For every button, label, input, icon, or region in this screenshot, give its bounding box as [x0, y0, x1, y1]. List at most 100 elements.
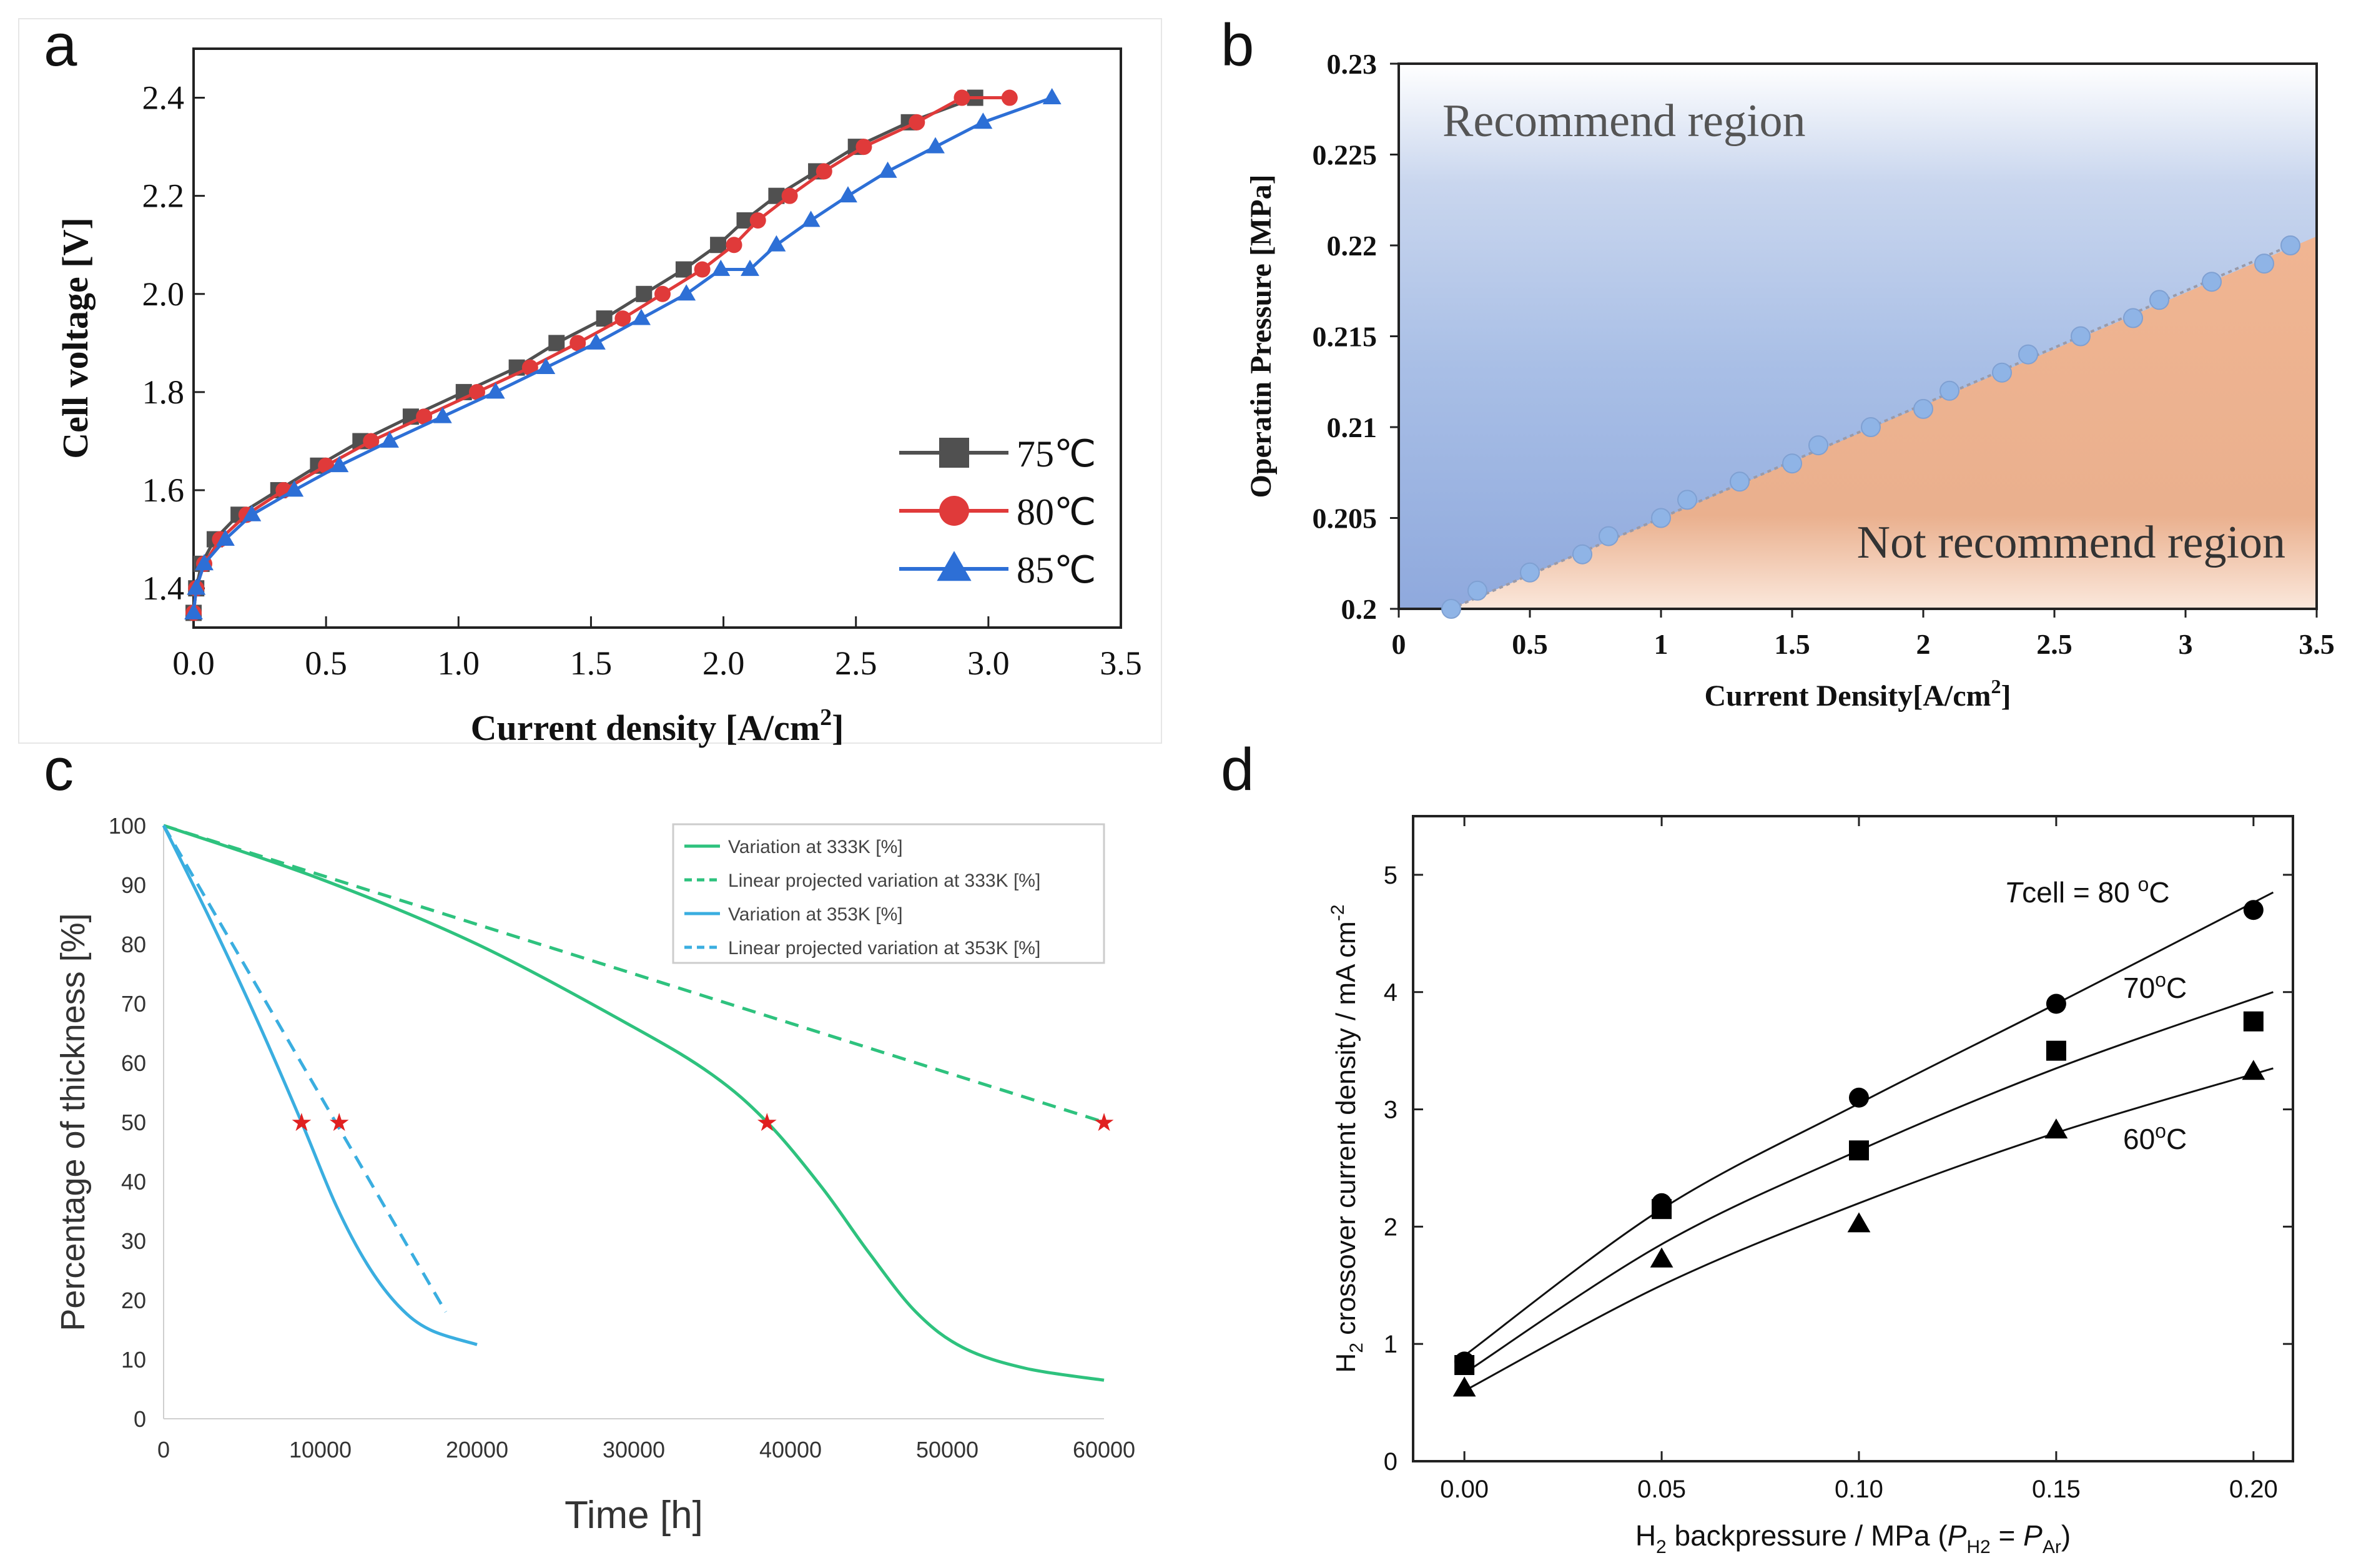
plot-area: [192, 47, 1122, 629]
data-point: [2018, 344, 2038, 365]
data-point-circle: [614, 310, 631, 327]
data-point-circle: [749, 212, 766, 229]
not-recommend-region-label: Not recommend region: [1857, 517, 2285, 568]
x-tick-label: 0.15: [2032, 1476, 2081, 1503]
data-point-triangle: [1042, 87, 1062, 104]
chart-b: 0 0.5 1 1.5 2 2.5 3 3.5 0.2 0.205 0.21 0.215 0.22 0.2…: [1245, 48, 2335, 713]
plot-area: [1412, 815, 2294, 1462]
x-tick-label: 1: [1654, 628, 1668, 660]
y-tick-label: 5: [1384, 862, 1397, 889]
data-point: [2149, 290, 2169, 310]
data-point-circle: [855, 139, 872, 155]
y-tick-label: 70: [121, 991, 146, 1017]
x-axis-label-p-sub1: H2: [1966, 1537, 1990, 1557]
data-point-square: [675, 261, 692, 278]
y-tick-label: 100: [109, 813, 146, 839]
x-tick-label: 50000: [916, 1437, 978, 1462]
x-tick-label: 0: [157, 1437, 170, 1462]
y-tick-label: 0.215: [1313, 321, 1378, 353]
data-point-square: [2243, 1011, 2264, 1032]
x-axis-label-rest: backpressure / MPa (: [1667, 1519, 1948, 1552]
y-tick-label: 1.6: [142, 471, 185, 509]
x-axis-label-sup: 2: [1991, 675, 2001, 698]
data-point-circle: [416, 408, 433, 425]
x-axis-label: Time [h]: [564, 1494, 703, 1537]
half-thickness-marker: ★: [328, 1109, 350, 1137]
x-axis-label-end: ]: [2001, 679, 2011, 713]
y-tick-label: 1.8: [142, 373, 185, 411]
x-tick-label: 0.20: [2229, 1476, 2278, 1503]
x-tick-label: 40000: [759, 1437, 822, 1462]
annotation-sup: o: [2138, 873, 2149, 895]
data-point-triangle: [632, 308, 651, 325]
data-point-triangle: [878, 161, 897, 178]
x-axis-label-close: ): [2061, 1519, 2071, 1552]
data-point-circle: [1001, 89, 1018, 106]
x-tick-label: 0.05: [1637, 1476, 1686, 1503]
data-point: [2280, 235, 2300, 255]
y-axis-label: Operatin Pressure [MPa]: [1245, 174, 1278, 498]
x-tick-label: 1.0: [438, 644, 480, 682]
y-tick-label: 3: [1384, 1097, 1397, 1124]
data-point: [1913, 398, 1933, 419]
y-tick-label: 0.225: [1313, 139, 1378, 171]
data-point-triangle: [839, 186, 857, 203]
y-tick-label: 1.4: [142, 570, 185, 607]
y-tick-label: 90: [121, 872, 146, 898]
y-tick-label: 2.0: [142, 275, 185, 313]
data-point: [2254, 254, 2274, 274]
series-line-3: [162, 824, 478, 1346]
y-tick-label: 0.23: [1327, 48, 1378, 80]
data-point-circle: [363, 433, 380, 450]
y-tick-label: 2: [1384, 1213, 1397, 1241]
x-tick-label: 0.00: [1440, 1476, 1489, 1503]
y-tick-label: 50: [121, 1110, 146, 1135]
x-axis-label-sup: 2: [820, 704, 832, 731]
data-point-circle: [2046, 994, 2066, 1014]
x-tick-label: 1.5: [1774, 628, 1810, 660]
x-axis-label: H2 backpressure / MPa (PH2 = PAr): [1635, 1519, 2071, 1557]
data-point-triangle: [242, 505, 262, 521]
y-tick-label: 40: [121, 1169, 146, 1195]
panel-frame: [18, 18, 1162, 744]
x-axis-label-p-sub2: Ar: [2043, 1537, 2061, 1557]
y-tick-label: 60: [121, 1050, 146, 1076]
data-point-triangle: [187, 578, 206, 595]
y-tick-label: 2.4: [142, 79, 185, 117]
x-tick-label: 2: [1916, 628, 1931, 660]
annotation-70C: 70oC: [2123, 969, 2187, 1004]
annotation-end: C: [2149, 876, 2169, 909]
x-axis-label-p: P: [1948, 1519, 1967, 1552]
data-point: [1861, 417, 1881, 437]
x-axis-label: Current Density[A/cm2]: [1704, 675, 2011, 713]
half-thickness-marker: ★: [756, 1109, 778, 1137]
data-point-triangle: [285, 480, 304, 497]
annotation-end: C: [2166, 972, 2187, 1004]
x-tick-label: 10000: [289, 1437, 352, 1462]
data-point: [1572, 544, 1592, 565]
legend-label: Linear projected variation at 333K [%]: [728, 870, 1040, 891]
x-axis-label-end: ]: [832, 708, 844, 748]
data-point-triangle: [1452, 1376, 1476, 1397]
x-tick-label: 3: [2179, 628, 2193, 660]
data-point: [1808, 435, 1828, 456]
data-point-triangle: [767, 235, 786, 252]
x-axis-label-p2: P: [2023, 1519, 2043, 1552]
y-tick-label: 0.21: [1327, 412, 1378, 443]
data-point-triangle: [1847, 1212, 1871, 1233]
series-line-4: [162, 824, 447, 1313]
y-axis-label: Percentage of thickness [%]: [54, 913, 92, 1331]
data-point-circle: [781, 187, 798, 204]
data-point: [2071, 326, 2091, 347]
legend-marker-circle: [939, 496, 969, 526]
data-point-triangle: [2044, 1118, 2068, 1139]
data-point-circle: [726, 237, 742, 254]
x-axis-label-text: Current density [A/cm: [471, 708, 821, 748]
legend-label: 85℃: [1017, 550, 1096, 591]
legend-label: Variation at 353K [%]: [728, 904, 903, 925]
data-point: [1782, 453, 1802, 474]
annotation-text: 60: [2123, 1123, 2155, 1155]
data-point: [2202, 272, 2222, 292]
